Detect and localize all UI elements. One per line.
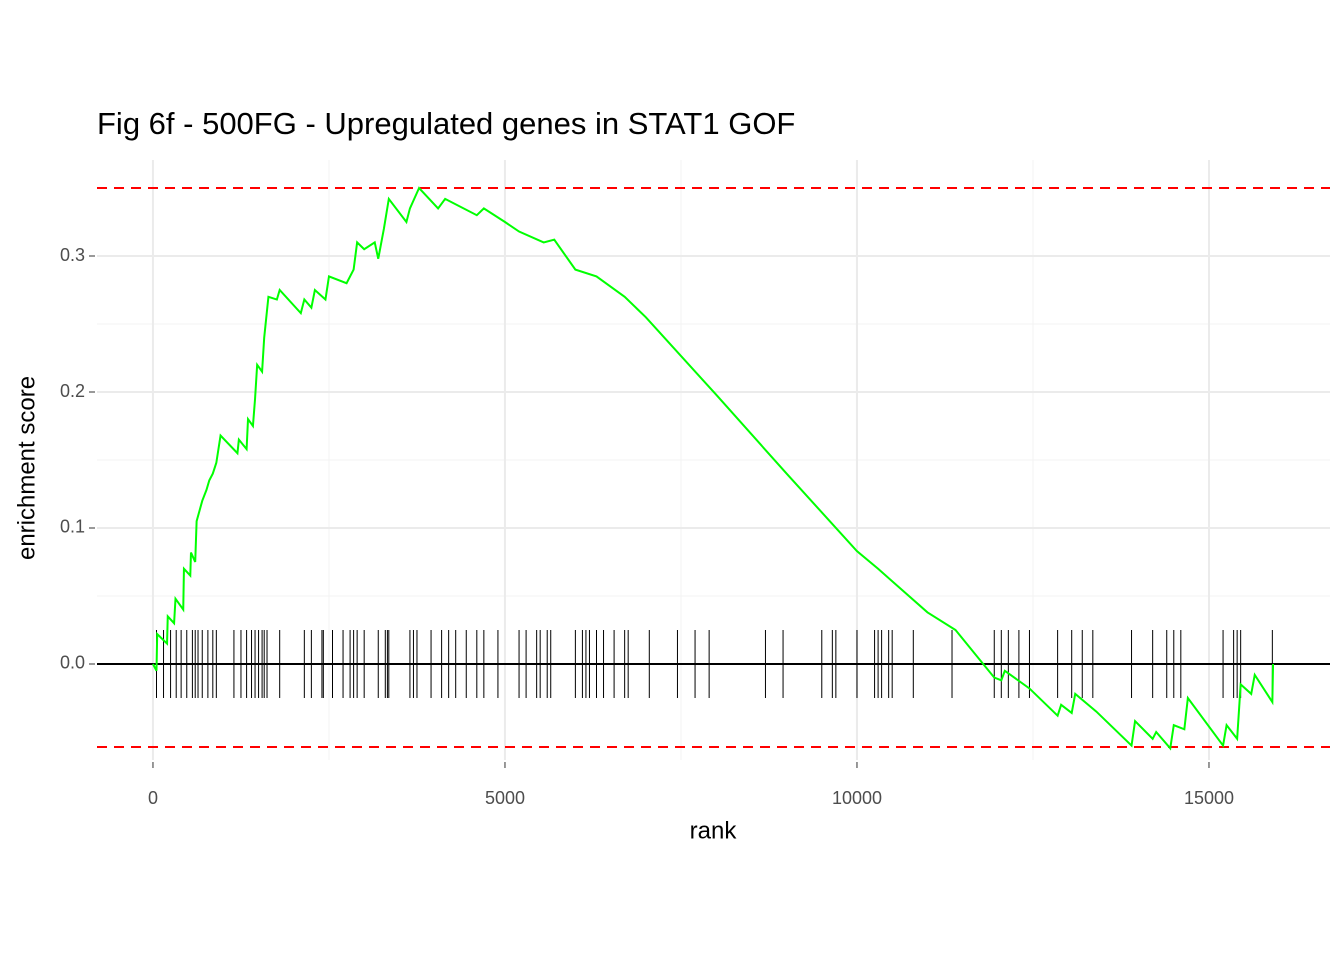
y-axis-label: enrichment score xyxy=(13,376,40,560)
x-tick-label: 5000 xyxy=(485,788,525,808)
x-tick-label: 15000 xyxy=(1184,788,1234,808)
y-tick-label: 0.1 xyxy=(60,517,85,537)
x-tick-label: 0 xyxy=(148,788,158,808)
y-tick-label: 0.0 xyxy=(60,653,85,673)
y-tick-label: 0.2 xyxy=(60,381,85,401)
enrichment-line xyxy=(152,186,1275,751)
x-tick-label: 10000 xyxy=(832,788,882,808)
chart-title: Fig 6f - 500FG - Upregulated genes in ST… xyxy=(97,106,795,141)
y-tick-label: 0.3 xyxy=(60,245,85,265)
x-axis-label: rank xyxy=(690,817,738,844)
